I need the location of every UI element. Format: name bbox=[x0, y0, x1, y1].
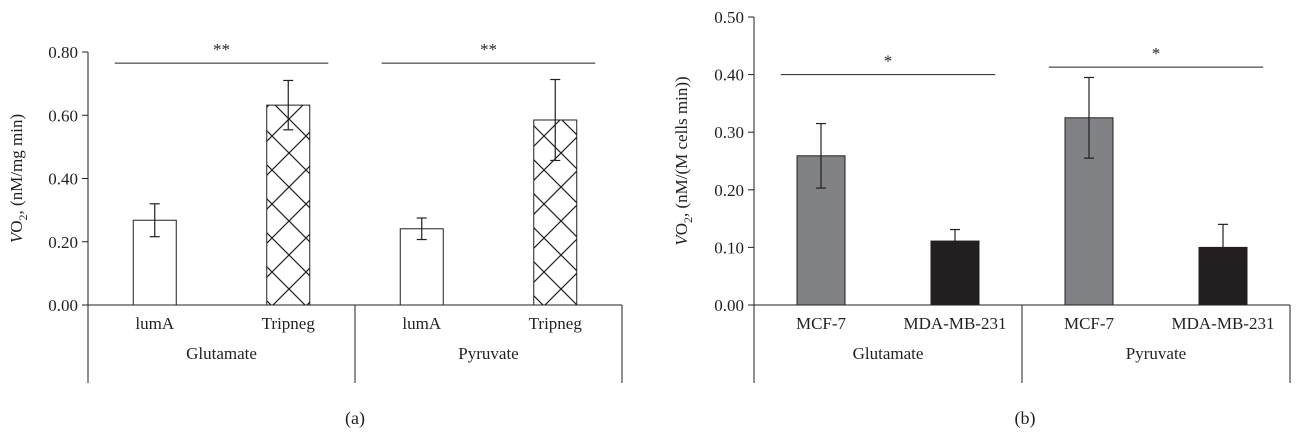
panel-label: (b) bbox=[1015, 408, 1036, 429]
bar bbox=[266, 104, 311, 306]
group-label: Glutamate bbox=[853, 344, 924, 363]
y-tick-label: 0.40 bbox=[48, 170, 78, 189]
category-label: MCF-7 bbox=[796, 314, 847, 333]
bar bbox=[399, 228, 444, 306]
panel-label: (a) bbox=[345, 408, 365, 429]
category-label: MCF-7 bbox=[1064, 314, 1115, 333]
category-label: MDA-MB-231 bbox=[904, 314, 1007, 333]
y-tick-label: 0.00 bbox=[714, 296, 744, 315]
group-label: Pyruvate bbox=[458, 344, 518, 363]
category-label: lumA bbox=[135, 314, 174, 333]
chart-panel-b: 0.00 0.10 0.20 0.30 0.40 0.50 MCF-7 MDA-MB-231 M… bbox=[672, 8, 1291, 429]
y-axis-label: VO2, (nM/mg min) bbox=[7, 114, 30, 243]
category-label: Tripneg bbox=[262, 314, 316, 333]
y-tick-label: 0.50 bbox=[714, 8, 744, 27]
y-tick-label: 0.80 bbox=[48, 43, 78, 62]
y-axis-label: VO2, (nM/(M cells min)) bbox=[672, 76, 695, 245]
significance-label: ** bbox=[213, 40, 230, 59]
significance-label: * bbox=[1152, 44, 1161, 63]
significance-label: * bbox=[884, 52, 893, 71]
y-tick-label: 0.10 bbox=[714, 238, 744, 257]
y-tick-label: 0.30 bbox=[714, 123, 744, 142]
y-tick-label: 0.40 bbox=[714, 66, 744, 85]
group-label: Glutamate bbox=[186, 344, 257, 363]
category-label: Tripneg bbox=[529, 314, 583, 333]
y-tick-label: 0.20 bbox=[48, 233, 78, 252]
y-tick-label: 0.00 bbox=[48, 296, 78, 315]
category-label: MDA-MB-231 bbox=[1172, 314, 1275, 333]
chart-panel-a: 0.00 0.20 0.40 0.60 0.80 lumA Tripneg lumA Tripn… bbox=[7, 40, 623, 429]
category-label: lumA bbox=[402, 314, 441, 333]
y-tick-label: 0.60 bbox=[48, 106, 78, 125]
y-tick-label: 0.20 bbox=[714, 181, 744, 200]
group-label: Pyruvate bbox=[1126, 344, 1186, 363]
significance-label: ** bbox=[480, 40, 497, 59]
